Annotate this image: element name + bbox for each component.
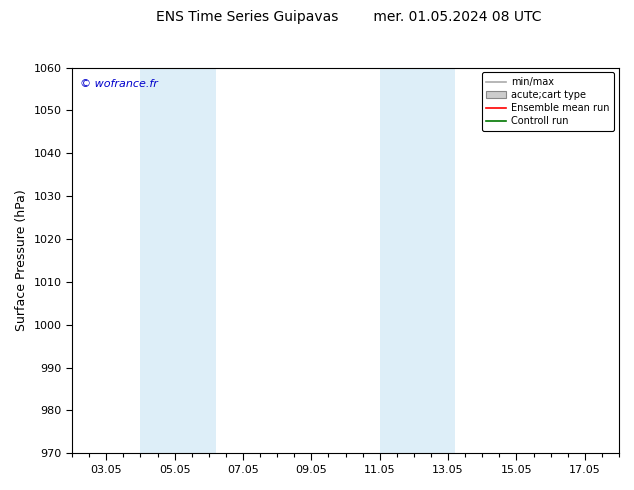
Bar xyxy=(380,68,414,453)
Bar xyxy=(414,68,455,453)
Text: © wofrance.fr: © wofrance.fr xyxy=(81,79,158,89)
Text: ENS Time Series Guipavas        mer. 01.05.2024 08 UTC: ENS Time Series Guipavas mer. 01.05.2024… xyxy=(156,10,541,24)
Bar xyxy=(141,68,174,453)
Y-axis label: Surface Pressure (hPa): Surface Pressure (hPa) xyxy=(15,190,28,331)
Legend: min/max, acute;cart type, Ensemble mean run, Controll run: min/max, acute;cart type, Ensemble mean … xyxy=(482,73,614,131)
Bar xyxy=(174,68,216,453)
